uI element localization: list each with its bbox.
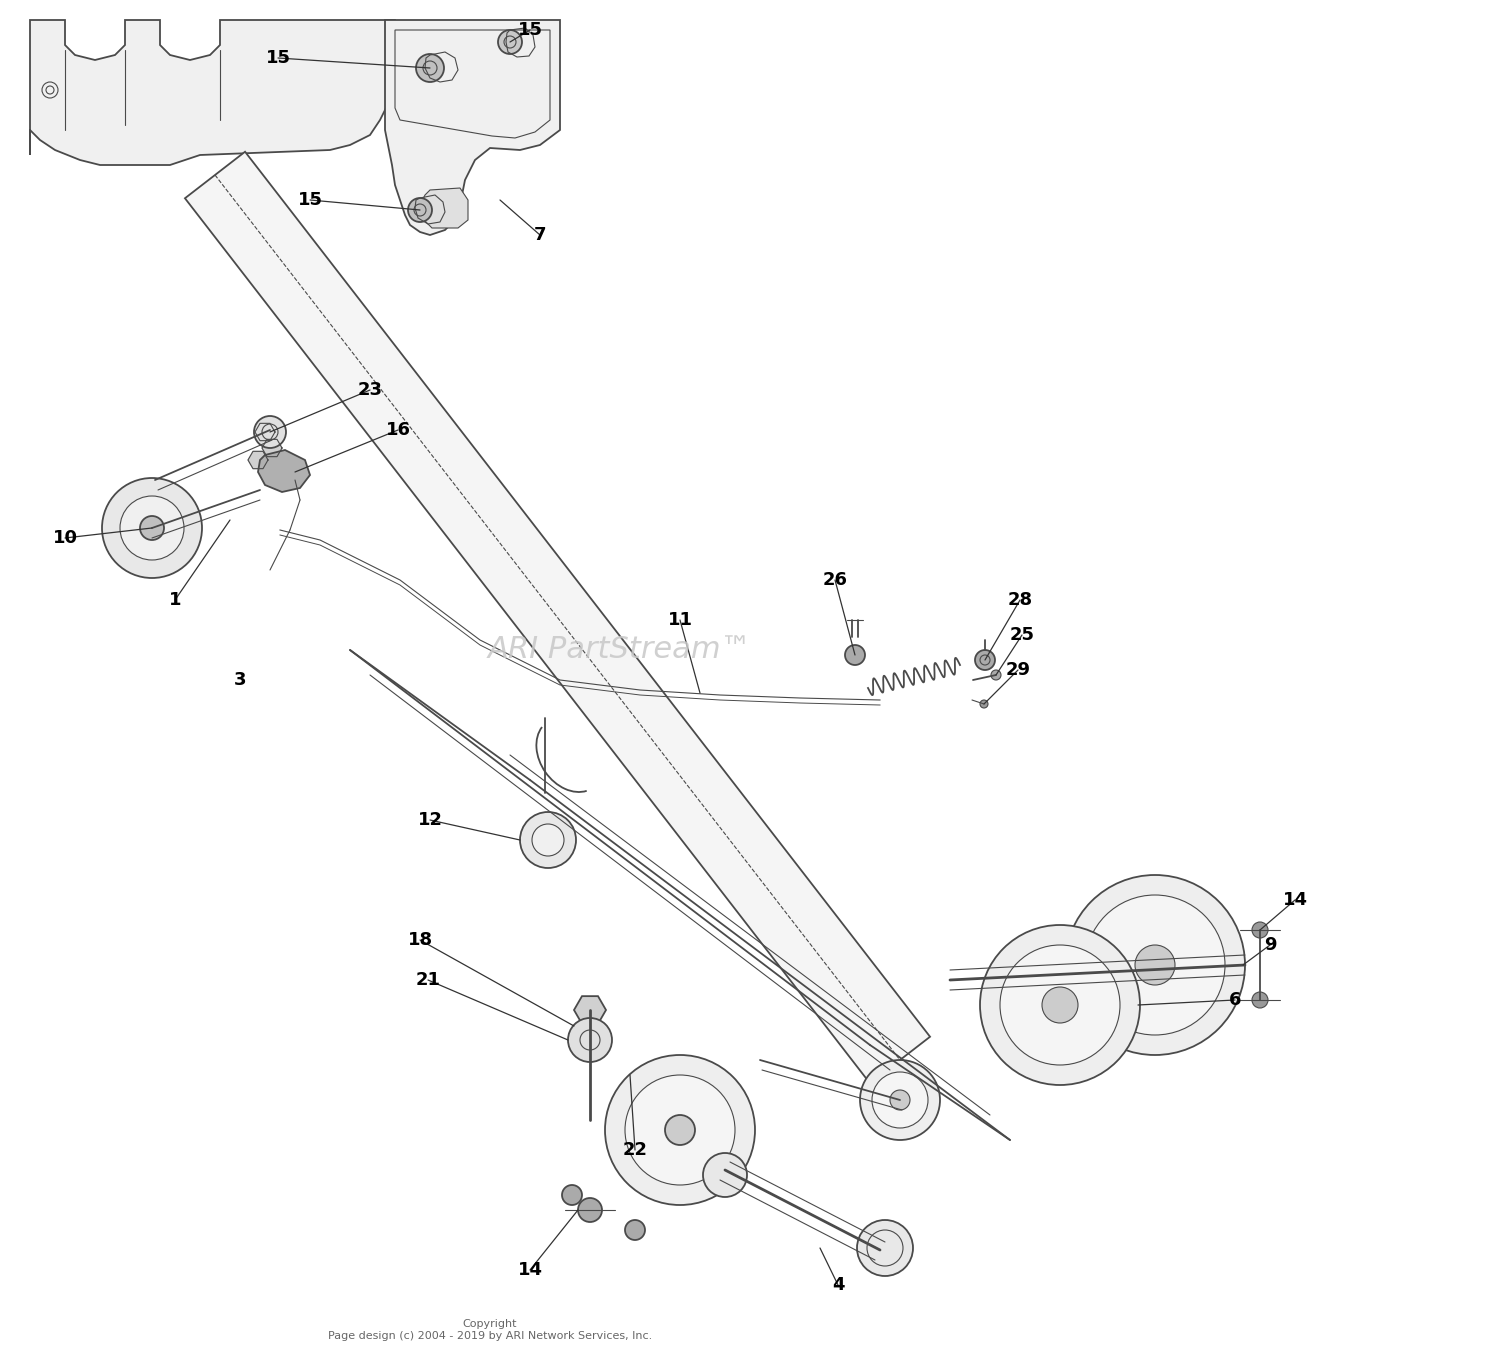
Text: 15: 15 xyxy=(266,49,291,67)
Text: 22: 22 xyxy=(622,1141,648,1159)
Circle shape xyxy=(416,54,444,82)
Circle shape xyxy=(498,30,522,54)
Text: 18: 18 xyxy=(408,932,432,949)
Circle shape xyxy=(844,645,865,665)
Text: 28: 28 xyxy=(1008,592,1032,609)
Polygon shape xyxy=(386,20,560,235)
Circle shape xyxy=(532,824,564,855)
Circle shape xyxy=(1000,945,1120,1065)
Circle shape xyxy=(890,1089,910,1110)
Circle shape xyxy=(568,1019,612,1062)
Circle shape xyxy=(664,1115,694,1145)
Circle shape xyxy=(1084,895,1226,1035)
Circle shape xyxy=(975,650,994,670)
Circle shape xyxy=(980,700,988,709)
Polygon shape xyxy=(420,188,468,228)
Circle shape xyxy=(871,1072,928,1127)
Text: 21: 21 xyxy=(416,971,441,989)
Circle shape xyxy=(992,670,1000,680)
Circle shape xyxy=(859,1059,940,1140)
Text: 12: 12 xyxy=(417,811,442,830)
Polygon shape xyxy=(574,996,606,1024)
Text: 25: 25 xyxy=(1010,626,1035,645)
Circle shape xyxy=(1042,987,1078,1023)
Text: 14: 14 xyxy=(1282,891,1308,908)
Text: 3: 3 xyxy=(234,670,246,690)
Circle shape xyxy=(520,812,576,868)
Circle shape xyxy=(254,416,286,447)
Circle shape xyxy=(102,477,202,578)
Polygon shape xyxy=(255,423,274,441)
Text: 26: 26 xyxy=(822,571,848,589)
Text: Copyright
Page design (c) 2004 - 2019 by ARI Network Services, Inc.: Copyright Page design (c) 2004 - 2019 by… xyxy=(328,1319,652,1341)
Text: 15: 15 xyxy=(518,20,543,39)
Circle shape xyxy=(704,1153,747,1197)
Text: 23: 23 xyxy=(357,381,382,398)
Text: 6: 6 xyxy=(1228,991,1242,1009)
Polygon shape xyxy=(258,450,310,492)
Text: 4: 4 xyxy=(831,1276,844,1293)
Circle shape xyxy=(1065,874,1245,1055)
Circle shape xyxy=(604,1055,754,1205)
Circle shape xyxy=(1136,945,1174,985)
Circle shape xyxy=(856,1220,913,1276)
Text: 1: 1 xyxy=(168,592,182,609)
Polygon shape xyxy=(184,152,930,1084)
Circle shape xyxy=(1252,922,1268,938)
Text: 9: 9 xyxy=(1263,936,1276,953)
Circle shape xyxy=(626,1074,735,1185)
Circle shape xyxy=(408,199,432,222)
Text: ARI PartStream™: ARI PartStream™ xyxy=(488,635,752,665)
Text: 16: 16 xyxy=(386,422,411,439)
Circle shape xyxy=(562,1185,582,1205)
Text: 14: 14 xyxy=(518,1261,543,1278)
Polygon shape xyxy=(30,20,395,165)
Circle shape xyxy=(120,496,184,560)
Circle shape xyxy=(140,515,164,540)
Polygon shape xyxy=(262,439,282,457)
Circle shape xyxy=(1252,991,1268,1008)
Text: 29: 29 xyxy=(1005,661,1031,679)
Circle shape xyxy=(578,1198,602,1223)
Polygon shape xyxy=(248,452,268,469)
Circle shape xyxy=(980,925,1140,1085)
Text: 11: 11 xyxy=(668,611,693,628)
Text: 15: 15 xyxy=(297,190,322,209)
Circle shape xyxy=(626,1220,645,1240)
Text: 10: 10 xyxy=(53,529,78,547)
Text: 7: 7 xyxy=(534,226,546,243)
